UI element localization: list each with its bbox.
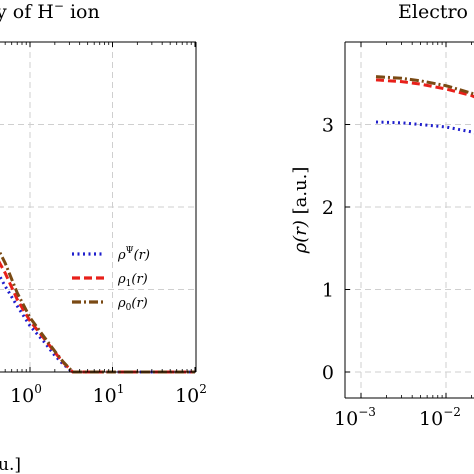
legend-label-2: ρ0(r) xyxy=(117,296,148,313)
left-chart-panel: y of H− ion 100 101 102 u.] ρΨ(r)ρ1(r)ρ0(r… xyxy=(0,0,207,474)
tick-exponent: −2 xyxy=(443,405,461,419)
right-x-tick-labels: 10−3 10−2 xyxy=(334,405,461,430)
left-grid xyxy=(0,42,196,372)
left-x-tick-label-1: 101 xyxy=(93,382,125,407)
tick-exponent: 1 xyxy=(117,382,125,396)
left-x-axis-label: u.] xyxy=(0,455,21,474)
right-series-line-1 xyxy=(375,78,474,99)
right-series-line-2 xyxy=(375,75,474,96)
tick-base: 10 xyxy=(10,385,34,407)
right-grid xyxy=(345,42,474,398)
left-x-tick-labels: 100 101 102 xyxy=(10,382,207,407)
tick-exponent: 0 xyxy=(34,382,42,396)
tick-base: 10 xyxy=(334,408,358,430)
left-chart-title: y of H− ion xyxy=(0,0,100,23)
right-x-tick-label-1: 10−2 xyxy=(419,405,461,430)
right-y-axis-label: ρ(r) [a.u.] xyxy=(290,167,311,255)
left-x-tick-label-2: 102 xyxy=(175,382,207,407)
left-series-line-1 xyxy=(0,260,195,374)
tick-exponent: −3 xyxy=(358,405,376,419)
right-axes xyxy=(344,41,474,399)
legend-label-0: ρΨ(r) xyxy=(117,246,150,263)
right-y-tick-label-0: 0 xyxy=(322,362,334,384)
tick-base: 10 xyxy=(93,385,117,407)
right-x-tick-label-0: 10−3 xyxy=(334,405,376,430)
legend: ρΨ(r) ρ1(r) ρ0(r) xyxy=(72,246,150,313)
right-y-tick-label-3: 3 xyxy=(322,115,334,137)
left-chart-title-tail: ion xyxy=(64,1,100,23)
left-axes xyxy=(0,41,197,373)
left-chart-title-sup: − xyxy=(54,0,64,13)
left-series-lines xyxy=(0,249,195,374)
tick-exponent: 2 xyxy=(199,382,207,396)
right-chart-title: Electro xyxy=(398,1,468,23)
right-series-lines xyxy=(375,75,474,135)
right-y-tick-label-2: 2 xyxy=(322,197,334,219)
left-series-line-0 xyxy=(0,273,195,374)
left-x-tick-label-0: 100 xyxy=(10,382,42,407)
right-series-line-0 xyxy=(375,120,474,135)
left-series-line-2 xyxy=(0,249,195,374)
legend-label-1: ρ1(r) xyxy=(117,272,148,289)
tick-base: 10 xyxy=(419,408,443,430)
right-y-tick-labels: 0 1 2 3 xyxy=(322,115,334,385)
tick-base: 10 xyxy=(175,385,199,407)
right-y-tick-label-1: 1 xyxy=(322,280,334,302)
